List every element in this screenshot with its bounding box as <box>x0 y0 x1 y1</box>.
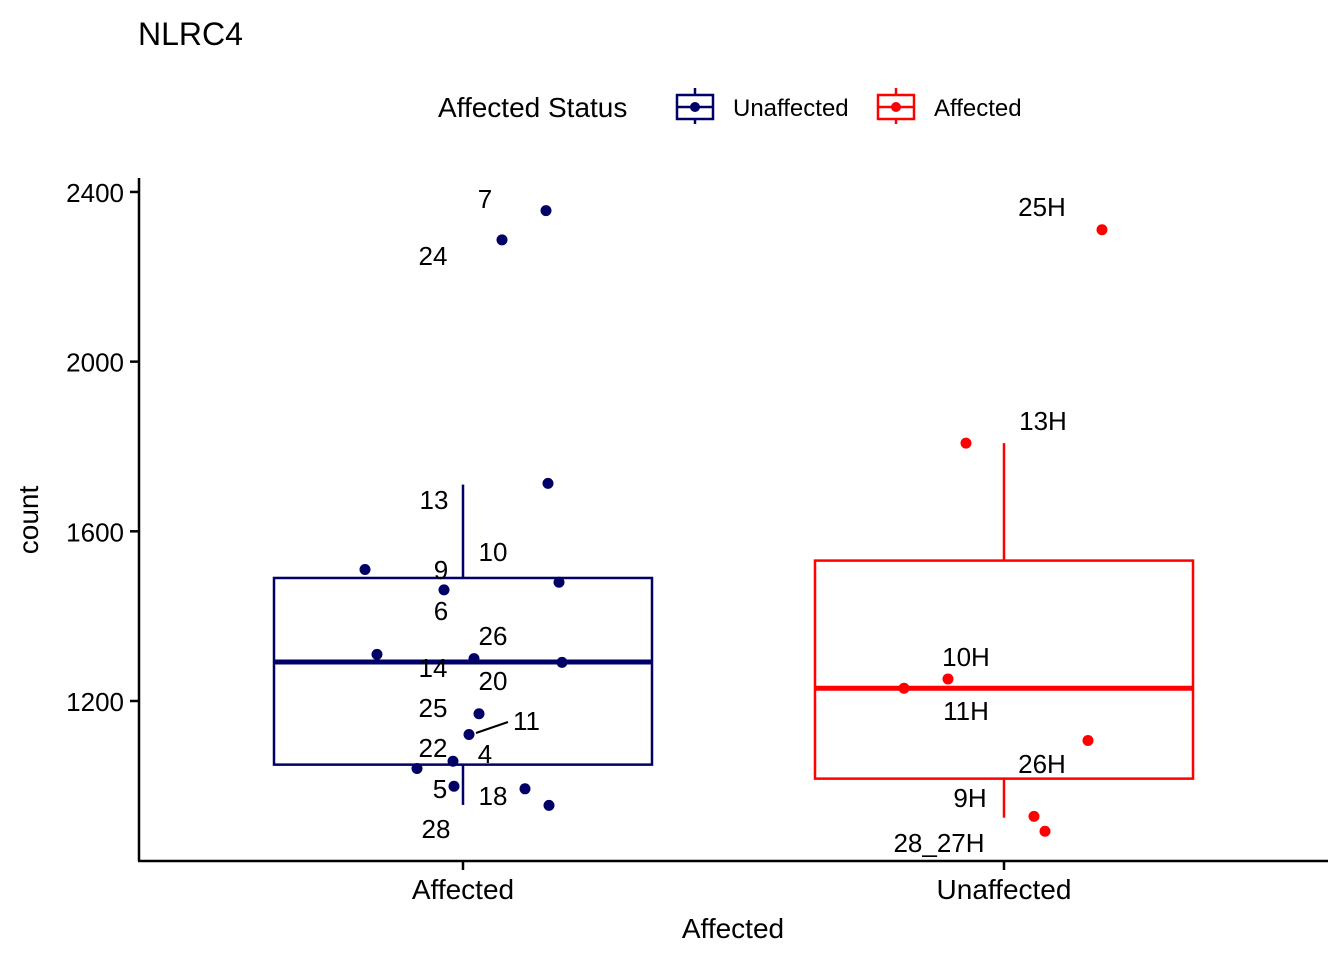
legend-label: Unaffected <box>733 95 849 122</box>
legend-label: Affected <box>934 95 1022 122</box>
data-point <box>540 205 552 217</box>
y-tick-label: 1600 <box>66 517 124 547</box>
point-label: 6 <box>434 596 448 626</box>
data-point <box>556 656 568 668</box>
data-point <box>359 563 371 575</box>
point-label: 13H <box>1019 406 1067 436</box>
legend-key <box>876 88 916 124</box>
data-point <box>942 673 954 685</box>
data-point <box>463 729 475 741</box>
iqr-box <box>813 559 1195 780</box>
data-point <box>542 477 554 489</box>
x-tick-label: Unaffected <box>937 874 1072 905</box>
chart-title: NLRC4 <box>138 16 243 52</box>
point-label: 11H <box>943 696 989 726</box>
y-tick-label: 2400 <box>66 178 124 208</box>
point-label: 11 <box>513 706 540 736</box>
data-point <box>473 708 485 720</box>
y-tick-label: 2000 <box>66 348 124 378</box>
data-point <box>1039 825 1051 837</box>
point-label: 10H <box>942 642 990 672</box>
point-label: 10 <box>479 537 508 567</box>
legend-key <box>675 88 715 124</box>
data-point <box>1028 810 1040 822</box>
point-label: 7 <box>478 184 492 214</box>
label-leader-line <box>475 721 509 734</box>
data-point <box>553 576 565 588</box>
data-point <box>496 234 508 246</box>
data-point <box>468 653 480 665</box>
x-axis-title: Affected <box>682 913 784 944</box>
point-label: 26H <box>1018 749 1066 779</box>
point-label: 18 <box>479 781 508 811</box>
point-label: 28_27H <box>893 828 984 858</box>
point-label: 9H <box>953 783 986 813</box>
point-label: 5 <box>433 774 447 804</box>
data-point <box>438 584 450 596</box>
data-point <box>411 762 423 774</box>
point-label: 13 <box>420 485 449 515</box>
data-point <box>1096 224 1108 236</box>
point-label: 4 <box>478 739 492 769</box>
legend: Affected Status Unaffected Affected <box>438 88 1022 124</box>
x-tick-label: Affected <box>412 874 514 905</box>
iqr-box <box>272 576 654 766</box>
data-point <box>519 783 531 795</box>
y-tick-label: 1200 <box>66 687 124 717</box>
y-axis-title: count <box>13 486 44 555</box>
point-label: 25H <box>1018 192 1066 222</box>
legend-title: Affected Status <box>438 92 627 123</box>
data-point <box>448 780 460 792</box>
data-point <box>898 682 910 694</box>
point-label: 14 <box>419 653 448 683</box>
data-point <box>371 648 383 660</box>
point-label: 25 <box>419 693 448 723</box>
point-label: 28 <box>422 814 451 844</box>
data-point <box>960 437 972 449</box>
data-point <box>1082 734 1094 746</box>
data-point <box>447 755 459 767</box>
point-label: 24 <box>419 241 448 271</box>
point-label: 9 <box>434 555 448 585</box>
data-point <box>543 799 555 811</box>
point-label: 20 <box>479 666 508 696</box>
point-label: 22 <box>419 733 448 763</box>
point-label: 26 <box>479 621 508 651</box>
